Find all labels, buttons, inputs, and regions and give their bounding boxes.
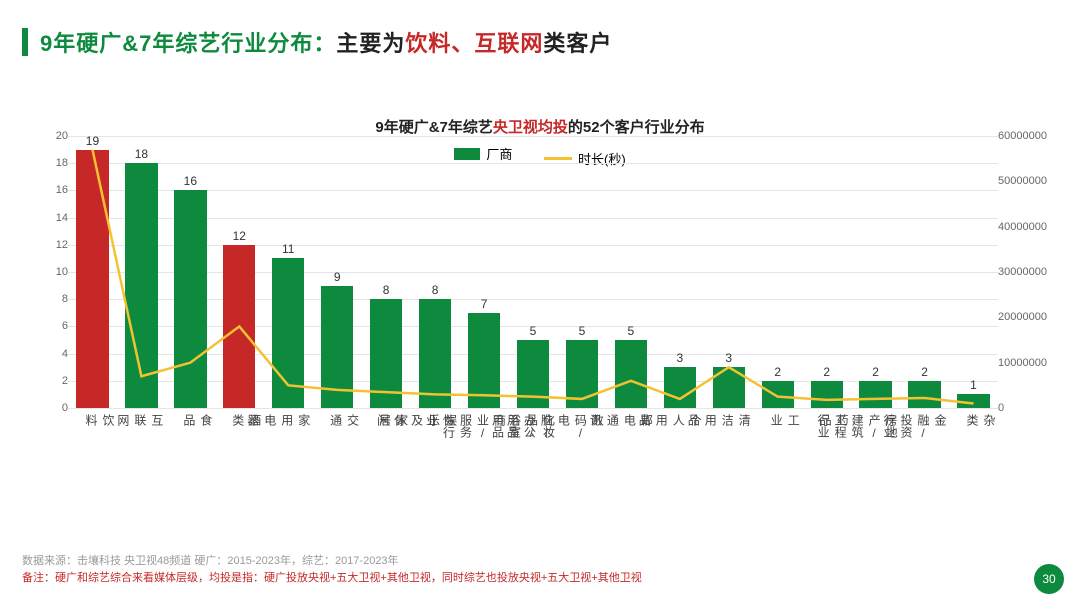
category-label: 互联网 <box>117 414 166 426</box>
title-accent <box>22 28 28 56</box>
y-right-tick: 50000000 <box>998 175 1058 187</box>
y-left-tick: 12 <box>18 239 68 251</box>
duration-line <box>92 150 973 404</box>
category-label: 家用电器 <box>264 414 313 426</box>
y-right-tick: 20000000 <box>998 311 1058 323</box>
chart-title: 9年硬广&7年综艺央卫视均投的52个客户行业分布 <box>22 116 1058 137</box>
plot-region: 02468101214161820 0100000002000000030000… <box>68 136 998 516</box>
y-left-tick: 14 <box>18 212 68 224</box>
page-number-badge: 30 <box>1034 564 1064 594</box>
category-label: 清洁用品 <box>704 414 753 426</box>
y-right-tick: 10000000 <box>998 357 1058 369</box>
y-left-tick: 16 <box>18 184 68 196</box>
category-label: 交通 <box>313 414 362 426</box>
y-left-axis: 02468101214161820 <box>18 136 68 408</box>
y-left-tick: 4 <box>18 348 68 360</box>
line-layer <box>68 136 998 408</box>
y-right-tick: 30000000 <box>998 266 1058 278</box>
category-label: 饮料 <box>68 414 117 426</box>
gridline <box>68 408 998 409</box>
y-left-tick: 20 <box>18 130 68 142</box>
category-label: 杂类 <box>949 414 998 426</box>
chart-title-segment: 的52个客户行业分布 <box>568 119 705 136</box>
y-right-tick: 0 <box>998 402 1058 414</box>
y-left-tick: 6 <box>18 320 68 332</box>
footer-notes: 数据来源：击壤科技 央卫视48频道 硬广：2015-2023年，综艺：2017-… <box>22 553 642 588</box>
footer-source: 数据来源：击壤科技 央卫视48频道 硬广：2015-2023年，综艺：2017-… <box>22 553 642 571</box>
title-segment: 类客户 <box>543 31 612 56</box>
y-right-tick: 60000000 <box>998 130 1058 142</box>
chart-title-segment: 央卫视均投 <box>493 119 568 136</box>
title-segment: 饮料、互联网 <box>405 31 543 56</box>
y-left-tick: 10 <box>18 266 68 278</box>
y-left-tick: 0 <box>18 402 68 414</box>
title-segment: 9年硬广&7年综艺行业分布： <box>40 31 336 56</box>
category-label: 金融/投资行业 <box>900 414 949 440</box>
y-right-tick: 40000000 <box>998 221 1058 233</box>
category-label: 工业 <box>753 414 802 426</box>
footer-note: 备注：硬广和综艺综合来看媒体层级，均投是指：硬广投放央视+五大卫视+其他卫视，同… <box>22 570 642 588</box>
category-label: 食品 <box>166 414 215 426</box>
y-left-tick: 8 <box>18 293 68 305</box>
slide-title: 9年硬广&7年综艺行业分布：主要为饮料、互联网类客户 <box>22 26 612 58</box>
y-left-tick: 18 <box>18 157 68 169</box>
chart-title-segment: 9年硬广&7年综艺 <box>375 119 493 136</box>
y-left-tick: 2 <box>18 375 68 387</box>
title-text: 9年硬广&7年综艺行业分布：主要为饮料、互联网类客户 <box>40 26 612 58</box>
title-segment: 主要为 <box>336 31 405 56</box>
chart-area: 9年硬广&7年综艺央卫视均投的52个客户行业分布 厂商 时长(秒) 024681… <box>22 96 1058 516</box>
y-right-axis: 0100000002000000030000000400000005000000… <box>998 136 1058 408</box>
